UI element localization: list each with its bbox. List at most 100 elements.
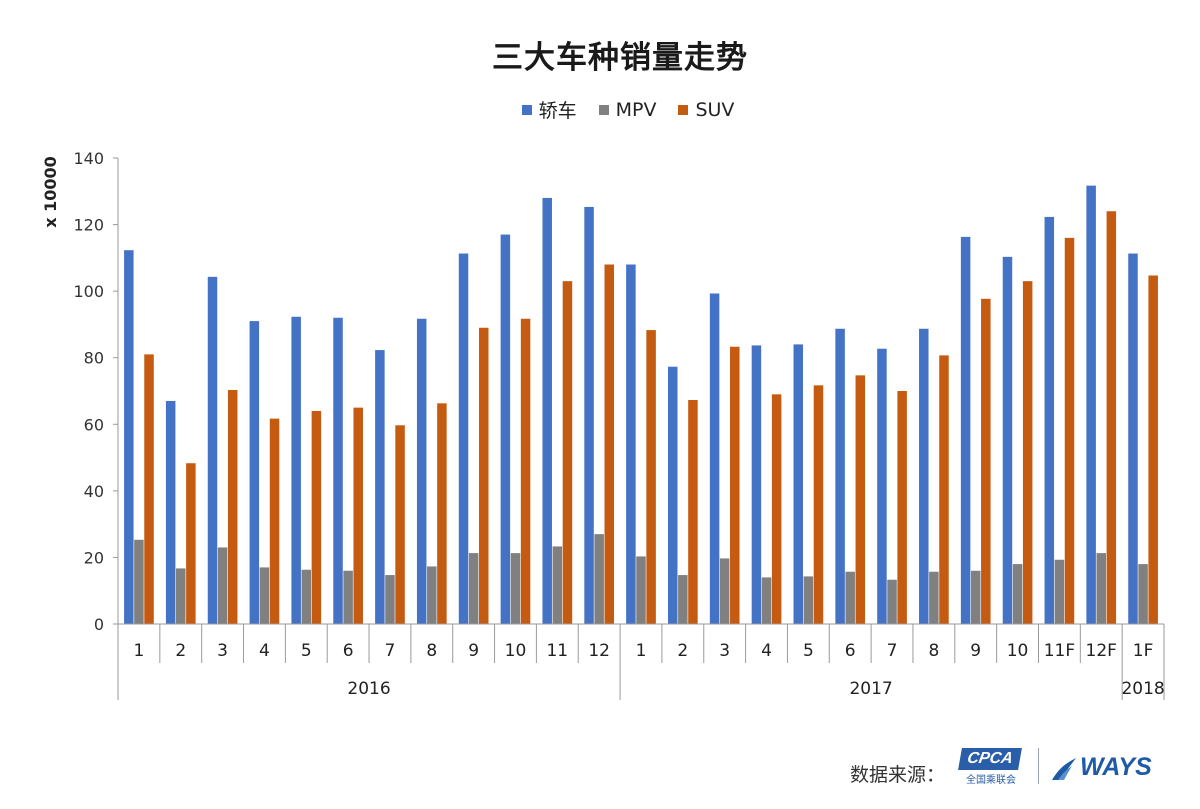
chart-title: 三大车种销量走势 <box>492 40 748 76</box>
bar-suv[interactable] <box>1106 211 1117 624</box>
bar-suv[interactable] <box>646 330 656 624</box>
bar-mpv[interactable] <box>343 570 353 624</box>
bar-mpv[interactable] <box>594 534 604 624</box>
y-tick-label: 140 <box>73 149 104 168</box>
bar-suv[interactable] <box>186 463 196 624</box>
x-tick-label: 6 <box>845 641 856 661</box>
bar-sedan[interactable] <box>416 318 427 624</box>
bar-mpv[interactable] <box>427 566 437 624</box>
bar-suv[interactable] <box>855 375 866 624</box>
bar-suv[interactable] <box>395 425 405 624</box>
bar-sedan[interactable] <box>584 206 594 624</box>
bar-mpv[interactable] <box>1096 553 1106 624</box>
bar-suv[interactable] <box>269 418 280 624</box>
bar-mpv[interactable] <box>176 568 186 624</box>
bar-suv[interactable] <box>604 264 615 624</box>
bar-mpv[interactable] <box>761 577 772 624</box>
bar-sedan[interactable] <box>207 276 218 624</box>
bar-mpv[interactable] <box>636 556 646 624</box>
ways-mark-icon <box>1052 758 1076 780</box>
bar-mpv[interactable] <box>510 553 521 624</box>
legend: 轿车 MPV SUV <box>0 96 1200 123</box>
x-tick-label: 11F <box>1044 641 1075 661</box>
bar-sedan[interactable] <box>1044 216 1055 625</box>
bar-sedan[interactable] <box>626 264 636 624</box>
bar-sedan[interactable] <box>919 328 929 624</box>
bar-sedan[interactable] <box>1002 256 1013 624</box>
x-tick-label: 7 <box>887 641 898 661</box>
bar-sedan[interactable] <box>960 236 971 624</box>
legend-item-mpv[interactable]: MPV <box>598 96 656 123</box>
legend-item-suv[interactable]: SUV <box>678 96 734 123</box>
bar-suv[interactable] <box>144 354 154 624</box>
bar-mpv[interactable] <box>217 547 228 624</box>
y-axis: 0 20 40 60 80 100 120 140 <box>73 149 119 634</box>
bar-mpv[interactable] <box>929 571 939 624</box>
bar-suv[interactable] <box>939 355 949 624</box>
bar-suv[interactable] <box>562 281 573 624</box>
bar-sedan[interactable] <box>291 316 301 624</box>
bar-suv[interactable] <box>437 403 447 624</box>
legend-label-suv: SUV <box>695 98 735 121</box>
bar-suv[interactable] <box>813 385 824 624</box>
x-tick-label: 10 <box>1007 641 1029 661</box>
x-tick-label: 4 <box>761 641 772 661</box>
x-tick-label: 2 <box>677 641 688 661</box>
bar-mpv[interactable] <box>552 546 563 624</box>
bar-mpv[interactable] <box>468 553 479 624</box>
bar-suv[interactable] <box>478 327 489 624</box>
bar-suv[interactable] <box>311 410 322 624</box>
x-tick-label: 8 <box>928 641 939 661</box>
bar-sedan[interactable] <box>667 366 678 624</box>
bar-mpv[interactable] <box>970 570 981 624</box>
x-tick-label: 12 <box>588 641 610 661</box>
bar-suv[interactable] <box>1022 281 1033 624</box>
bar-sedan[interactable] <box>249 321 260 624</box>
x-tick-label: 1F <box>1133 641 1154 661</box>
x-tick-label: 5 <box>301 641 312 661</box>
bar-mpv[interactable] <box>1054 559 1065 624</box>
bar-suv[interactable] <box>1064 237 1075 624</box>
x-tick-label: 1 <box>636 641 647 661</box>
bar-sedan[interactable] <box>542 197 552 624</box>
bar-mpv[interactable] <box>719 558 730 624</box>
bar-suv[interactable] <box>520 318 531 624</box>
bar-sedan[interactable] <box>1086 185 1096 624</box>
bar-suv[interactable] <box>981 298 991 624</box>
bar-mpv[interactable] <box>887 579 897 624</box>
y-tick-label: 60 <box>84 415 104 434</box>
bar-suv[interactable] <box>227 390 238 624</box>
bar-mpv[interactable] <box>134 539 144 624</box>
bar-sedan[interactable] <box>165 400 176 624</box>
bar-sedan[interactable] <box>835 328 845 624</box>
ways-logo: WAYS <box>1050 752 1154 784</box>
x-tick-label: 3 <box>217 641 228 661</box>
legend-item-sedan[interactable]: 轿车 <box>521 96 577 123</box>
bar-suv[interactable] <box>771 394 782 624</box>
cpca-logo: CPCA 全国乘联会 <box>958 748 1022 786</box>
bar-mpv[interactable] <box>678 575 688 624</box>
bar-sedan[interactable] <box>333 317 343 624</box>
bar-mpv[interactable] <box>845 571 855 624</box>
bar-mpv[interactable] <box>259 567 270 624</box>
bar-sedan[interactable] <box>124 250 134 624</box>
bar-mpv[interactable] <box>301 569 312 624</box>
bar-suv[interactable] <box>897 391 907 624</box>
bar-sedan[interactable] <box>877 348 887 624</box>
bar-sedan[interactable] <box>709 293 720 624</box>
bar-sedan[interactable] <box>1128 253 1138 624</box>
bar-mpv[interactable] <box>803 576 814 624</box>
bar-mpv[interactable] <box>385 575 395 624</box>
bar-sedan[interactable] <box>375 350 385 624</box>
bar-mpv[interactable] <box>1012 564 1023 624</box>
bar-sedan[interactable] <box>751 345 762 624</box>
bar-suv[interactable] <box>1148 275 1158 625</box>
bar-mpv[interactable] <box>1138 564 1148 624</box>
bar-suv[interactable] <box>730 346 740 624</box>
bar-sedan[interactable] <box>793 344 804 624</box>
bar-suv[interactable] <box>688 399 698 624</box>
bar-sedan[interactable] <box>500 234 511 624</box>
bar-sedan[interactable] <box>458 253 469 624</box>
bar-suv[interactable] <box>353 407 363 624</box>
